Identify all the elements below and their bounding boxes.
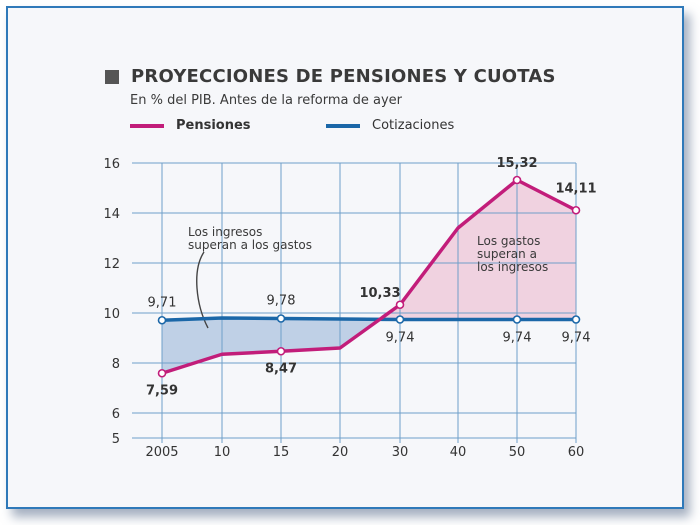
data-label-cotizaciones-2005: 9,71 [148,295,177,310]
data-label-pensiones-60: 14,11 [555,181,596,196]
data-label-cotizaciones-50: 9,74 [503,331,532,346]
y-tick-label-14: 14 [103,207,120,222]
point-cotizaciones-30 [395,315,405,324]
y-tick-label-5: 5 [112,432,120,447]
point-pensiones-30 [395,300,405,310]
annotation-ingresos-line-0: Los ingresos [188,225,262,239]
data-label-pensiones-30: 10,33 [359,286,400,301]
data-label-pensiones-50: 15,32 [496,156,537,171]
y-tick-label-16: 16 [103,157,120,172]
series-line-pensiones [161,178,577,375]
y-tick-label-8: 8 [112,357,120,372]
annotation-gastos-line-1: superan a [477,247,537,261]
annotation-ingresos-line-1: superan a los gastos [188,238,312,252]
point-pensiones-50 [512,175,522,185]
legend-item-pensiones: Pensiones [130,118,251,133]
annotation-gastos-line-0: Los gastos [477,234,540,248]
x-tick-label-50: 50 [509,445,526,460]
point-pensiones-15 [276,346,286,356]
y-tick-label-10: 10 [103,307,120,322]
y-tick-label-12: 12 [103,257,120,272]
x-tick-label-40: 40 [450,445,467,460]
legend-swatch-cotizaciones [326,123,360,128]
area-gastos-superan [379,180,576,320]
data-label-pensiones-15: 8,47 [265,361,297,376]
legend-label-cotizaciones: Cotizaciones [372,118,455,133]
area-ingresos-superan [162,318,380,374]
data-label-pensiones-2005: 7,59 [146,383,178,398]
x-tick-label-20: 20 [332,445,349,460]
chart-subtitle: En % del PIB. Antes de la reforma de aye… [130,93,402,108]
title-bullet-square [105,69,119,84]
y-tick-label-6: 6 [112,407,120,422]
data-label-cotizaciones-30: 9,74 [386,331,415,346]
chart-title: PROYECCIONES DE PENSIONES Y CUOTAS [131,66,556,87]
legend-label-pensiones: Pensiones [176,118,251,133]
legend-item-cotizaciones: Cotizaciones [326,118,454,133]
data-label-cotizaciones-15: 9,78 [267,294,296,309]
title-row: PROYECCIONES DE PENSIONES Y CUOTAS [105,66,556,87]
x-tick-label-60: 60 [568,445,585,460]
data-label-cotizaciones-60: 9,74 [562,331,591,346]
legend-swatch-pensiones [130,123,164,128]
point-cotizaciones-15 [276,314,286,323]
x-tick-label-2005: 2005 [145,445,178,460]
x-tick-label-15: 15 [273,445,290,460]
annotation-gastos-line-2: los ingresos [477,260,548,274]
x-tick-label-10: 10 [214,445,231,460]
annotation-pointer [196,251,209,329]
series-line-cotizaciones [161,316,576,322]
point-cotizaciones-2005 [157,315,167,325]
point-pensiones-2005 [157,368,167,378]
point-pensiones-60 [571,205,581,215]
point-cotizaciones-50 [512,315,522,324]
x-tick-label-30: 30 [392,445,409,460]
point-cotizaciones-60 [571,315,581,324]
